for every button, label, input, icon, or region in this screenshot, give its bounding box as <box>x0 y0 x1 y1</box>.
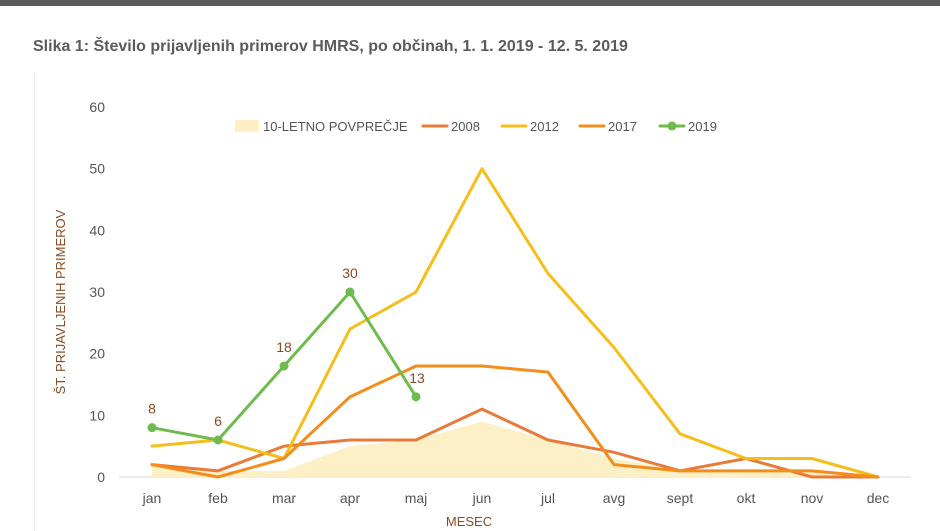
x-tick-label: feb <box>208 490 228 506</box>
data-point-2019 <box>279 361 289 371</box>
x-tick-label: apr <box>340 490 361 506</box>
legend-label-2008: 2008 <box>451 119 480 134</box>
figure-caption: Slika 1: Število prijavljenih primerov H… <box>33 38 628 55</box>
y-axis-title: ŠT. PRIJAVLJENIH PRIMEROV <box>53 209 68 394</box>
x-tick-label: sept <box>667 490 694 506</box>
chart-panel: 0 10 20 30 40 50 60 jan feb mar apr maj jun jul avg sep… <box>34 72 940 531</box>
x-tick-label: nov <box>801 490 824 506</box>
y-tick-label: 60 <box>89 99 105 115</box>
data-label-2019: 13 <box>409 370 425 386</box>
data-label-2019: 6 <box>214 413 222 429</box>
data-label-2019: 8 <box>148 401 156 417</box>
data-point-2019 <box>345 287 355 297</box>
x-tick-label: mar <box>272 490 296 506</box>
data-point-2019 <box>411 392 421 402</box>
legend-label-2019: 2019 <box>688 119 717 134</box>
x-tick-label: jan <box>142 490 162 506</box>
x-tick-label: avg <box>603 490 626 506</box>
x-tick-label: maj <box>405 490 428 506</box>
y-tick-label: 40 <box>89 222 105 238</box>
legend-label-10-letno-povprecje: 10-LETNO POVPREČJE <box>263 119 408 134</box>
y-tick-label: 30 <box>89 284 105 300</box>
data-label-2019: 30 <box>342 265 358 281</box>
legend-label-2017: 2017 <box>608 119 637 134</box>
legend-marker-2019 <box>667 121 677 131</box>
data-label-2019: 18 <box>276 339 292 355</box>
y-tick-label: 20 <box>89 346 105 362</box>
y-tick-label: 10 <box>89 407 105 423</box>
x-tick-label: jun <box>472 490 492 506</box>
data-point-2019 <box>213 435 223 445</box>
y-tick-label: 0 <box>97 469 105 485</box>
top-navigation-strip <box>0 0 940 6</box>
series-line-2017 <box>150 364 880 479</box>
legend-label-2012: 2012 <box>530 119 559 134</box>
x-tick-label: jul <box>540 490 555 506</box>
series-line-2012 <box>150 167 880 479</box>
series-area-10-letno-povprecje <box>152 421 878 477</box>
y-tick-label: 50 <box>89 161 105 177</box>
data-point-2019 <box>147 423 157 433</box>
x-axis-title: MESEC <box>446 514 492 529</box>
x-tick-label: dec <box>867 490 890 506</box>
line-chart: 0 10 20 30 40 50 60 jan feb mar apr maj jun jul avg sep… <box>53 99 911 529</box>
x-tick-label: okt <box>737 490 756 506</box>
series-line-2008 <box>150 407 880 479</box>
legend-swatch-10-letno-povprecje <box>235 120 259 132</box>
